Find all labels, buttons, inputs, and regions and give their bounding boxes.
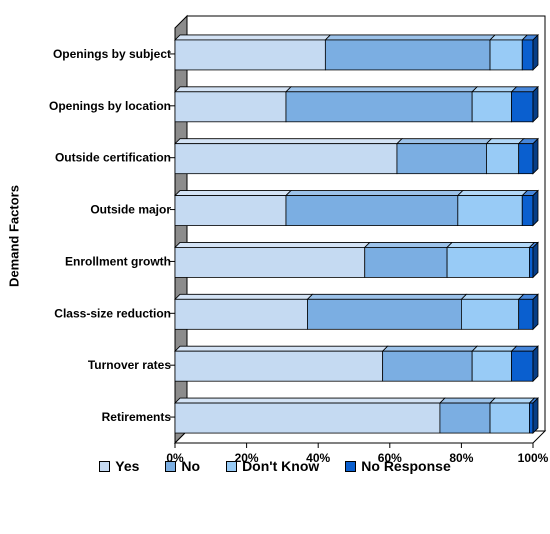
- bar-segment: [174, 86, 292, 123]
- bar-segment: [510, 85, 539, 123]
- bar-segment: [517, 137, 539, 175]
- bar-segment: [471, 345, 518, 382]
- x-tick-label: 60%: [378, 451, 402, 465]
- bar-segment: [471, 86, 518, 123]
- x-tick-label: 80%: [449, 451, 473, 465]
- category-label: Retirements: [102, 410, 172, 424]
- category-label: Turnover rates: [88, 358, 171, 372]
- bar-segment: [381, 345, 479, 382]
- bar-segment: [446, 242, 536, 278]
- bar-segment: [174, 138, 403, 175]
- legend-item-no: No: [165, 458, 200, 474]
- bar-segment: [174, 190, 292, 226]
- bar-segment: [438, 397, 497, 434]
- category-label: Openings by subject: [53, 47, 171, 61]
- bar-segment: [395, 138, 493, 175]
- legend-swatch-yes: [99, 460, 111, 472]
- category-label: Outside major: [90, 203, 171, 217]
- category-label: Outside certification: [55, 151, 171, 165]
- x-tick-label: 40%: [306, 451, 330, 465]
- legend: Yes No Don't Know No Response: [0, 458, 550, 474]
- legend-swatch-no: [165, 460, 177, 472]
- bar-segment: [517, 293, 539, 331]
- bar-segment: [306, 293, 468, 330]
- bar-segment: [456, 190, 529, 226]
- bar-segment: [528, 397, 539, 435]
- bar-segment: [485, 138, 525, 175]
- bar-segment: [489, 397, 536, 434]
- legend-label-dont-know: Don't Know: [242, 458, 320, 474]
- bar-segment: [174, 242, 371, 278]
- bar-segment: [174, 397, 446, 434]
- legend-label-yes: Yes: [115, 458, 140, 474]
- bar-segment: [174, 34, 332, 71]
- legend-item-no-response: No Response: [345, 458, 451, 474]
- legend-item-yes: Yes: [99, 458, 139, 474]
- legend-item-dont-know: Don't Know: [226, 458, 319, 474]
- bar-segment: [285, 190, 464, 226]
- legend-swatch-dont-know: [226, 460, 238, 472]
- category-labels: Openings by subject Openings by location O…: [49, 47, 175, 424]
- x-tick-label: 100%: [518, 451, 549, 465]
- bar-segment: [489, 34, 529, 71]
- category-label: Openings by location: [49, 99, 171, 113]
- bar-segment: [324, 34, 497, 71]
- bar-segment: [363, 242, 454, 278]
- category-label: Enrollment growth: [65, 254, 171, 268]
- bar-segment: [510, 345, 539, 383]
- bar-segment: [528, 241, 539, 279]
- category-label: Class-size reduction: [54, 306, 171, 320]
- y-axis-label: Demand Factors: [6, 185, 22, 287]
- legend-swatch-no-response: [345, 460, 357, 472]
- bar-segment: [174, 345, 389, 382]
- bar-segment: [460, 293, 525, 330]
- legend-label-no: No: [181, 458, 201, 474]
- bar-segment: [521, 33, 539, 71]
- legend-label-no-response: No Response: [361, 458, 451, 474]
- bar-segment: [285, 86, 479, 123]
- bar-segment: [521, 189, 539, 227]
- bars: [174, 33, 539, 435]
- bar-segment: [174, 293, 314, 330]
- x-tick-label: 20%: [235, 451, 259, 465]
